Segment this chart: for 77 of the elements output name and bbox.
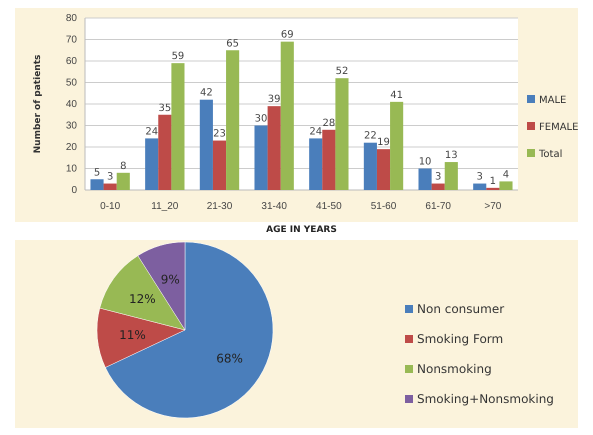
bar <box>376 149 390 190</box>
bar <box>390 102 404 190</box>
data-label: 3 <box>434 172 442 183</box>
bar <box>280 42 294 190</box>
bar <box>212 140 226 190</box>
x-tick-label: 0-10 <box>100 201 121 212</box>
data-label: 23 <box>213 128 226 140</box>
data-label: 1 <box>490 176 496 187</box>
bar <box>322 130 336 190</box>
y-tick-label: 10 <box>66 164 78 175</box>
y-axis-title: Number of patients <box>33 54 43 154</box>
data-label: 41 <box>390 90 403 101</box>
data-label: 52 <box>336 66 348 78</box>
bar <box>432 184 445 190</box>
bar <box>116 172 130 190</box>
bar <box>145 138 158 190</box>
data-label: 10 <box>418 156 432 168</box>
y-tick-label: 0 <box>71 185 78 196</box>
data-label: 59 <box>172 51 184 62</box>
legend-label: Nonsmoking <box>417 362 492 376</box>
y-tick-label: 30 <box>66 120 78 132</box>
data-label: 22 <box>364 130 377 142</box>
legend-label: MALE <box>539 95 566 106</box>
x-tick-label: 21-30 <box>206 201 233 212</box>
bar <box>158 114 172 190</box>
legend-label: Total <box>538 149 562 160</box>
x-tick-label: 41-50 <box>316 201 342 212</box>
bar <box>499 181 513 190</box>
data-label: 5 <box>94 167 100 178</box>
bar <box>309 138 322 190</box>
data-label: 8 <box>120 160 126 172</box>
bar <box>171 63 184 190</box>
bar <box>90 179 104 190</box>
x-tick-label: 11_20 <box>151 201 179 212</box>
bar <box>364 142 377 190</box>
data-label: 9% <box>160 272 180 286</box>
data-label: 35 <box>158 102 172 114</box>
bar <box>444 162 458 190</box>
data-label: 12% <box>128 292 156 306</box>
y-tick-label: 80 <box>66 13 78 24</box>
data-label: 4 <box>502 169 510 180</box>
data-label: 30 <box>254 114 268 124</box>
x-tick-label: 31-40 <box>261 201 288 212</box>
legend-label: Smoking Form <box>417 332 504 346</box>
data-label: 69 <box>280 30 294 41</box>
bar <box>268 106 281 190</box>
legend-label: Non consumer <box>417 302 504 316</box>
data-label: 28 <box>322 118 336 129</box>
bar <box>226 50 240 190</box>
data-label: 39 <box>268 94 281 106</box>
bar <box>473 184 486 190</box>
data-label: 13 <box>444 150 458 162</box>
data-label: 19 <box>377 137 390 148</box>
x-tick-label: >70 <box>484 201 502 212</box>
x-tick-label: 61-70 <box>425 201 452 212</box>
bar <box>200 100 213 190</box>
bar <box>335 78 349 190</box>
data-label: 65 <box>226 38 239 50</box>
data-label: 3 <box>106 172 114 183</box>
data-label: 24 <box>309 126 322 138</box>
data-label: 3 <box>476 172 483 183</box>
y-tick-label: 40 <box>66 99 78 110</box>
y-tick-label: 60 <box>66 56 78 68</box>
bar <box>254 126 268 190</box>
y-tick-label: 20 <box>66 142 78 154</box>
x-tick-label: 51-60 <box>370 201 397 212</box>
y-tick-label: 50 <box>66 78 78 89</box>
x-axis-title: AGE IN YEARS <box>266 225 337 235</box>
legend-label: FEMALE <box>539 122 578 133</box>
data-label: 68% <box>216 351 243 366</box>
bar <box>418 168 432 190</box>
data-label: 11% <box>119 328 146 342</box>
data-label: 42 <box>200 88 213 99</box>
data-label: 24 <box>145 126 158 138</box>
bar <box>104 184 117 190</box>
legend-label: Smoking+Nonsmoking <box>417 392 554 406</box>
y-tick-label: 70 <box>66 34 78 46</box>
